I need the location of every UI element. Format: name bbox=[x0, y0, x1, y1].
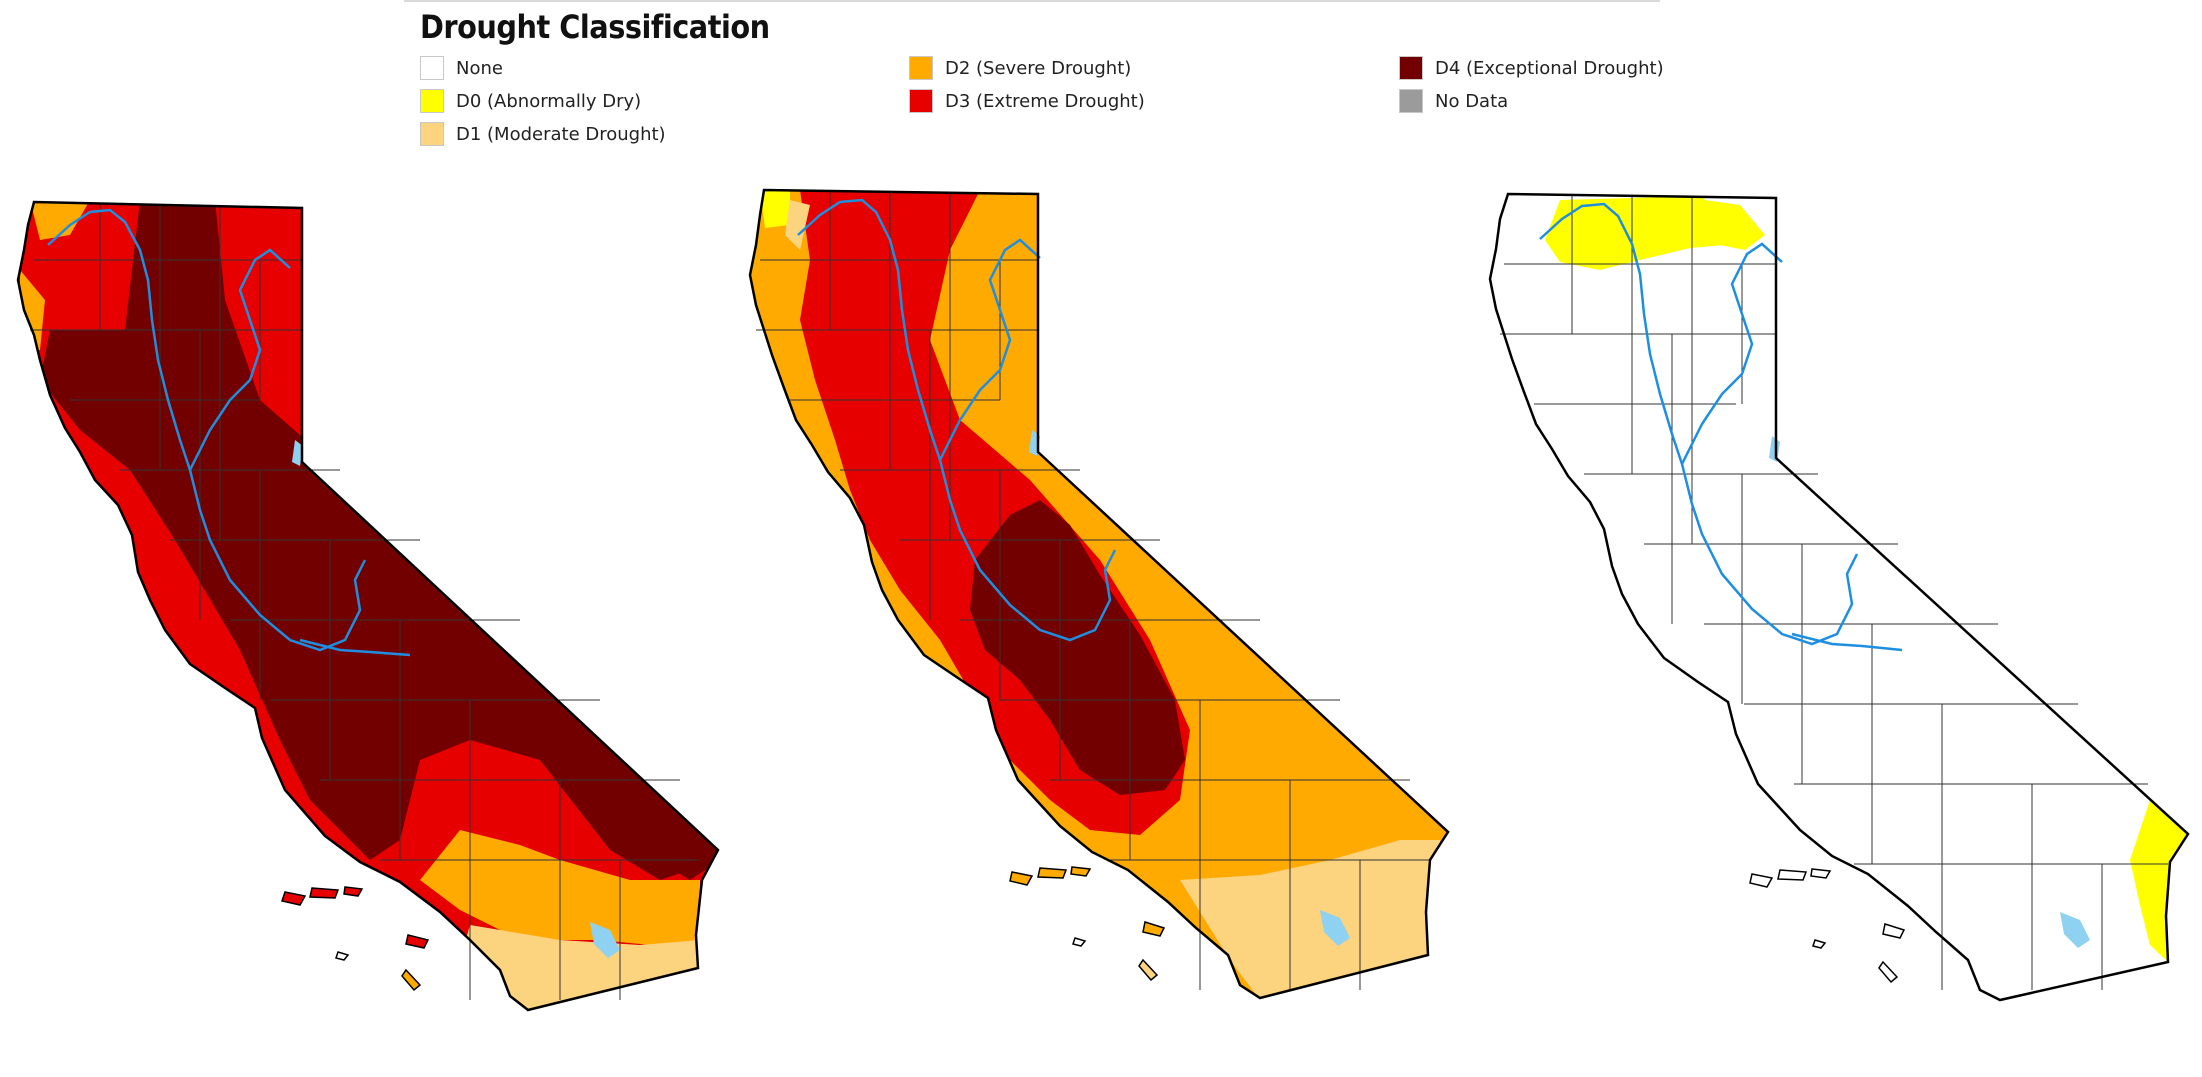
map-2-channel-islands bbox=[1009, 866, 1166, 982]
legend-label-none: None bbox=[456, 57, 503, 79]
legend-item-none: None bbox=[420, 56, 503, 80]
legend-item-d4: D4 (Exceptional Drought) bbox=[1399, 56, 1664, 80]
map-2-drought-fill bbox=[750, 190, 1448, 998]
legend-item-d1: D1 (Moderate Drought) bbox=[420, 122, 666, 146]
legend-title: Drought Classification bbox=[420, 8, 770, 46]
header-divider bbox=[404, 0, 1660, 2]
map-1-rivers bbox=[47, 208, 411, 657]
legend-label-d4: D4 (Exceptional Drought) bbox=[1435, 57, 1664, 79]
map-3-rivers bbox=[1539, 202, 1903, 652]
map-2-county-lines bbox=[756, 192, 1430, 990]
map-1 bbox=[16, 200, 720, 1012]
legend-swatch-d4 bbox=[1399, 56, 1423, 80]
map-3-county-lines bbox=[1500, 196, 2168, 990]
map-1-drought-fill bbox=[18, 202, 718, 1010]
legend-label-d2: D2 (Severe Drought) bbox=[945, 57, 1132, 79]
map-1-channel-islands bbox=[281, 886, 430, 992]
legend-item-d3: D3 (Extreme Drought) bbox=[909, 89, 1145, 113]
map-3 bbox=[1488, 192, 2190, 1002]
map-1-salton-sea bbox=[590, 922, 620, 958]
legend-item-no-data: No Data bbox=[1399, 89, 1508, 113]
legend-swatch-d1 bbox=[420, 122, 444, 146]
legend-swatch-d2 bbox=[909, 56, 933, 80]
legend-label-no-data: No Data bbox=[1435, 90, 1509, 112]
legend-item-d2: D2 (Severe Drought) bbox=[909, 56, 1131, 80]
map-3-channel-islands bbox=[1749, 868, 1906, 984]
legend-label-d1: D1 (Moderate Drought) bbox=[456, 123, 666, 145]
map-1-lake-tahoe bbox=[292, 440, 303, 466]
map-1-county-lines bbox=[30, 205, 700, 1000]
legend-swatch-none bbox=[420, 56, 444, 80]
map-2 bbox=[748, 188, 1450, 1000]
legend-label-d0: D0 (Abnormally Dry) bbox=[456, 90, 642, 112]
map-3-drought-fill bbox=[1490, 194, 2188, 1000]
legend-item-d0: D0 (Abnormally Dry) bbox=[420, 89, 641, 113]
legend-label-d3: D3 (Extreme Drought) bbox=[945, 90, 1145, 112]
map-2-salton-sea bbox=[1320, 910, 1350, 946]
map-2-rivers bbox=[797, 198, 1117, 642]
legend: Drought Classification None D0 (Abnormal… bbox=[404, 0, 1664, 150]
legend-swatch-d0 bbox=[420, 89, 444, 113]
legend-swatch-d3 bbox=[909, 89, 933, 113]
map-3-salton-sea bbox=[2060, 912, 2090, 948]
legend-swatch-no-data bbox=[1399, 89, 1423, 113]
